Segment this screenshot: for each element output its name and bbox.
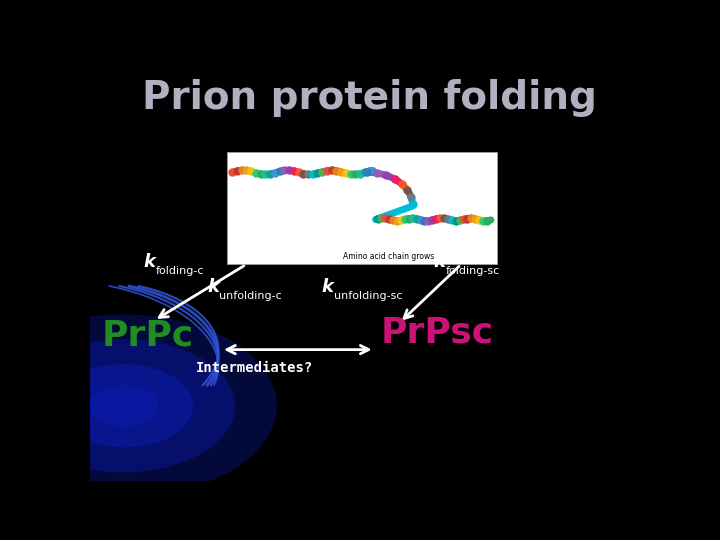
Text: k: k (322, 278, 333, 296)
Ellipse shape (54, 364, 193, 447)
Text: Intermediates?: Intermediates? (196, 361, 313, 375)
Text: PrPc: PrPc (101, 318, 194, 352)
Ellipse shape (89, 385, 158, 427)
Text: k: k (143, 253, 155, 271)
Text: Prion protein folding: Prion protein folding (142, 79, 596, 117)
Text: unfolding-c: unfolding-c (220, 291, 282, 301)
Text: k: k (433, 253, 445, 271)
Text: Amino acid chain grows: Amino acid chain grows (343, 252, 435, 261)
Text: PrPsc: PrPsc (380, 316, 493, 350)
Text: folding-sc: folding-sc (446, 266, 500, 275)
FancyBboxPatch shape (227, 152, 498, 265)
Text: k: k (207, 278, 219, 296)
Ellipse shape (0, 314, 277, 497)
Ellipse shape (12, 339, 235, 472)
Text: unfolding-sc: unfolding-sc (334, 291, 403, 301)
Text: folding-c: folding-c (156, 266, 204, 275)
